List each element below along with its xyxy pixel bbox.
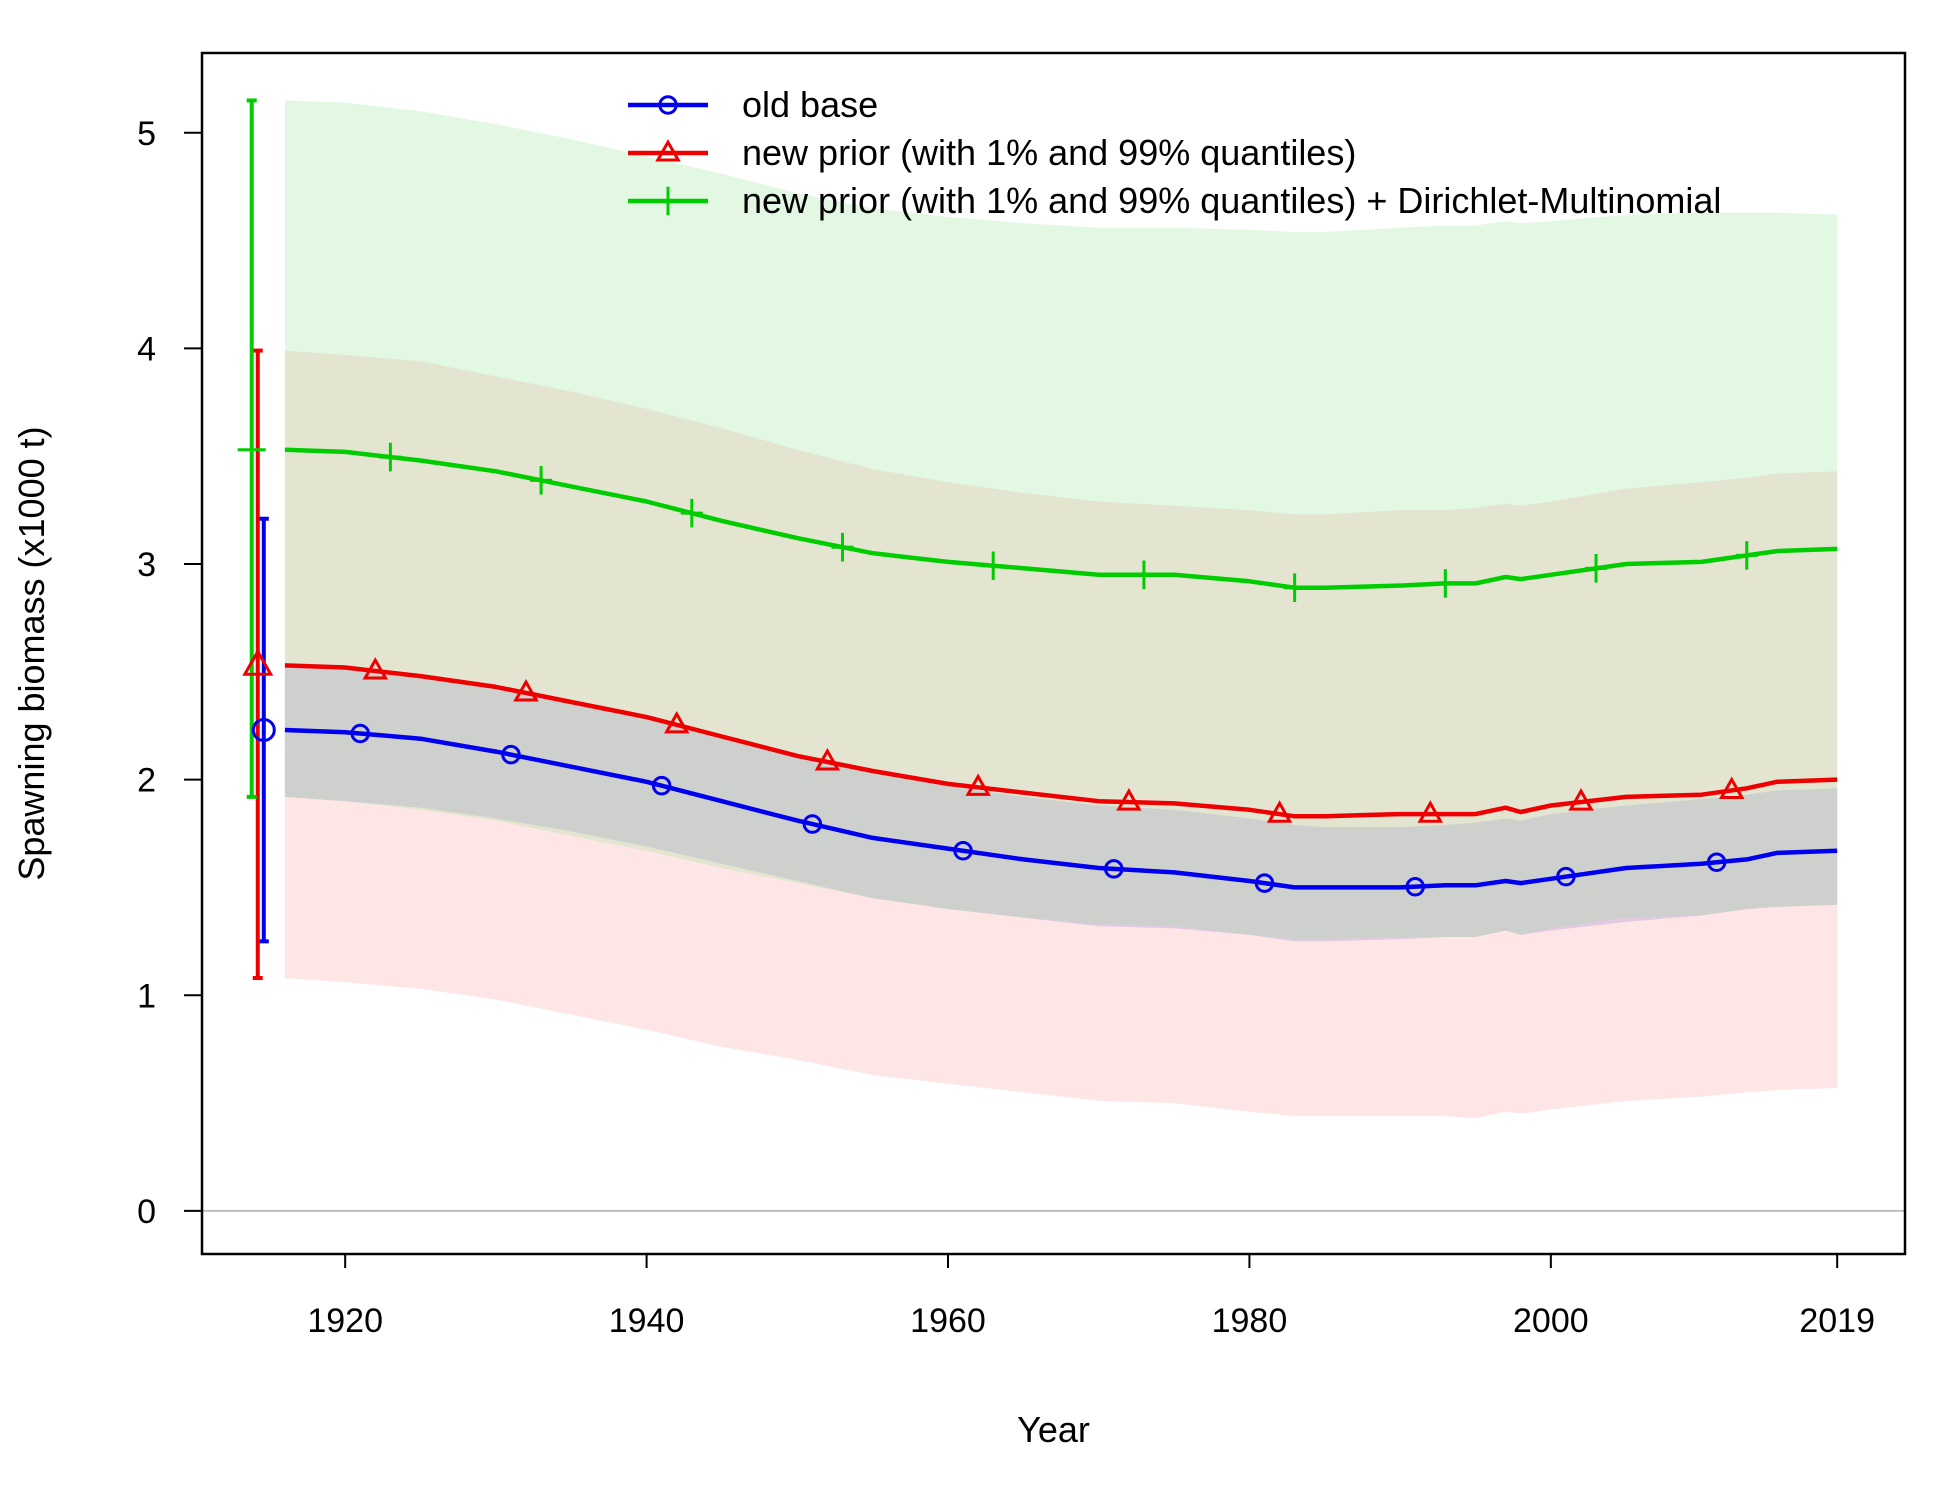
legend-label-3: new prior (with 1% and 99% quantiles) + …	[742, 180, 1721, 221]
legend-label-1: old base	[742, 84, 878, 125]
legend-marker-1	[658, 95, 678, 115]
series-2-point-1952	[814, 747, 841, 771]
y-axis: 0 1 2 3 4 5	[137, 115, 202, 1231]
series-2-point-1942	[664, 710, 690, 734]
series-1-point-1931	[501, 744, 521, 765]
initial-value-error-bars	[246, 98, 269, 981]
series-1-point-2011	[1706, 852, 1727, 873]
x-tick-label-1920: 1920	[307, 1302, 383, 1340]
series-3-point-1973	[1132, 560, 1155, 590]
series-3-point-1933	[530, 466, 553, 495]
legend-marker-2	[655, 139, 681, 162]
uncertainty-bands	[284, 100, 1838, 1119]
series-1-point-1921	[350, 723, 370, 744]
legend-marker-3	[657, 186, 679, 216]
band-1	[284, 665, 1838, 942]
series-1-point-1971	[1104, 859, 1124, 879]
series-1-point-1941	[651, 775, 672, 796]
series-line-1	[284, 727, 1838, 890]
legend: old base new prior (with 1% and 99% quant…	[628, 84, 1721, 221]
x-tick-label-1980: 1980	[1212, 1302, 1288, 1340]
x-axis-title: Year	[1017, 1409, 1090, 1450]
series-2-point-2002	[1568, 788, 1594, 811]
x-tick-label-1940: 1940	[609, 1302, 685, 1340]
x-axis: 1920 1940 1960 1980 2000 2019	[307, 1254, 1875, 1340]
series-1-point-1991	[1405, 876, 1425, 897]
series-3-point-2013	[1735, 541, 1758, 570]
initial-marker-1	[251, 718, 276, 743]
series-2-point-1922	[362, 657, 389, 680]
series-2-point-1972	[1116, 788, 1142, 811]
plot-frame	[200, 51, 1907, 1256]
legend-label-2: new prior (with 1% and 99% quantiles)	[742, 132, 1356, 173]
y-tick-label-3: 3	[137, 546, 156, 584]
x-tick-label-2000: 2000	[1513, 1302, 1589, 1340]
y-tick-label-1: 1	[137, 977, 156, 1015]
series-2-point-1932	[513, 678, 539, 702]
initial-marker-2	[242, 648, 274, 676]
series-2-point-1982	[1266, 800, 1293, 823]
series-3-point-1963	[982, 551, 1005, 581]
series-line-2	[284, 663, 1838, 819]
series-3-point-2003	[1585, 554, 1608, 583]
series-2-point-1992	[1417, 800, 1443, 823]
x-tick-label-2019: 2019	[1799, 1302, 1875, 1340]
series-1-point-1951	[802, 814, 823, 834]
initial-marker-3	[237, 431, 266, 468]
x-tick-label-1960: 1960	[910, 1302, 986, 1340]
series-2-point-2012	[1718, 776, 1745, 799]
band-3	[284, 100, 1838, 940]
y-tick-label-4: 4	[137, 330, 156, 368]
series-3-point-1983	[1283, 573, 1306, 603]
series-3-point-1943	[680, 498, 703, 528]
y-tick-label-2: 2	[137, 762, 156, 800]
series-1-point-2001	[1556, 866, 1576, 887]
y-tick-label-0: 0	[137, 1193, 156, 1231]
series-1-point-1981	[1254, 873, 1275, 893]
y-axis-title: Spawning biomass (x1000 t)	[11, 426, 52, 880]
series-1-point-1961	[953, 841, 973, 861]
series-2-point-1962	[965, 773, 991, 796]
series-3-point-1993	[1434, 569, 1457, 598]
band-2	[284, 350, 1838, 1119]
series-3-point-1953	[831, 532, 854, 562]
y-tick-label-5: 5	[137, 115, 156, 153]
series-markers	[237, 431, 1758, 897]
series-3-point-1923	[379, 442, 402, 472]
